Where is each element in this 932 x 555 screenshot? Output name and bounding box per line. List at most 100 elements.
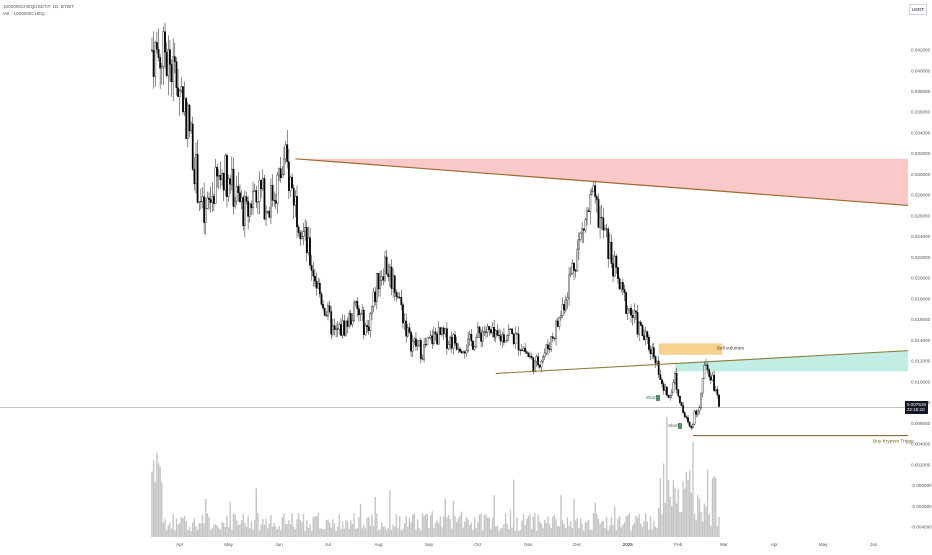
candle-body [571,263,574,274]
volume-bar [521,520,523,537]
y-tick-label: -0.000000 [911,483,932,488]
candle-body [547,344,549,349]
candle-body [411,341,414,352]
volume-bar [625,515,627,537]
candle-body [403,320,406,324]
candle-body [230,168,233,185]
candle-body [156,42,158,50]
candle-body [705,364,707,366]
volume-bar [161,482,163,537]
y-tick-label: -0.002000 [911,504,932,509]
volume-bar [576,517,578,537]
candle-body [265,211,267,220]
volume-bar [545,523,547,537]
candle-body [646,331,649,338]
volume-bar [587,519,590,537]
volume-bar [364,528,367,537]
candle-body [509,328,512,330]
candle-body [418,340,421,346]
volume-bar [658,508,660,537]
x-tick-label: Feb [674,542,682,547]
y-tick-label: 0.022000 [911,255,931,260]
volume-bar [157,463,160,537]
short-marker [678,423,682,429]
volume-bar [431,511,433,537]
volume-bar [239,523,241,537]
candle-body [520,349,523,352]
volume-bar [188,526,191,537]
volume-bar [498,530,500,537]
candle-body [206,197,209,209]
volume-bar [296,519,298,537]
volume-bar [389,490,391,537]
volume-bar [605,516,608,537]
candle-body [636,312,639,335]
volume-bar [705,506,707,537]
volume-bar [649,516,652,537]
candle-body [389,266,391,277]
volume-bar [252,529,254,537]
candle-body [419,340,422,359]
candle-body [196,154,199,203]
candle-body [529,355,531,358]
volume-bar [627,515,629,537]
volume-bar [519,529,521,537]
last-price-tag: 0.007519 22:15:10 [904,401,928,414]
volume-bar [335,530,337,537]
candle-body [250,203,253,209]
candle-body [423,344,425,360]
volume-bar [540,523,543,537]
volume-bar [480,513,482,537]
bar-countdown: 22:15:10 [906,407,925,413]
volume-bar [354,528,357,537]
volume-bar [410,522,412,537]
candle-body [574,270,577,272]
candle-body [680,402,683,406]
candle-body [532,357,535,373]
candle-body [268,211,271,218]
candle-body [524,347,526,352]
candle-body [592,185,595,192]
volume-bar [376,513,378,537]
volume-bar [454,516,456,537]
candle-body [221,173,223,180]
candle-body [595,196,598,200]
unit-selector[interactable]: USDT [909,4,927,15]
candle-body [364,325,367,335]
candle-body [255,190,258,203]
candle-body [252,191,254,209]
candle-body [371,306,373,314]
candle-body [659,374,662,380]
candle-body [517,333,520,351]
candle-body [180,86,183,91]
candle-body [358,308,360,316]
volume-bar [586,521,588,537]
volume-bar [664,502,666,537]
volume-bar [478,514,481,537]
candle-body [597,199,600,228]
volume-bar [662,463,665,537]
volume-bar [332,519,334,537]
volume-bar [390,529,393,537]
volume-bar [222,522,225,537]
volume-bar [493,495,495,537]
candle-body [608,242,611,259]
candle-body [380,276,383,281]
candle-body [327,305,329,317]
volume-bar [402,528,404,537]
candle-body [618,278,621,290]
volume-bar [276,529,279,537]
volume-bar [630,530,632,537]
y-tick-label: 0.004000 [911,442,931,447]
candle-body [530,355,533,358]
candle-body [257,201,259,203]
candle-body [188,104,191,132]
candle-body [175,61,178,89]
candle-body [677,389,680,397]
candle-body [674,373,676,383]
candle-body [669,395,671,398]
volume-bar [490,528,492,537]
candle-body [494,330,497,338]
candle-body [400,297,403,305]
